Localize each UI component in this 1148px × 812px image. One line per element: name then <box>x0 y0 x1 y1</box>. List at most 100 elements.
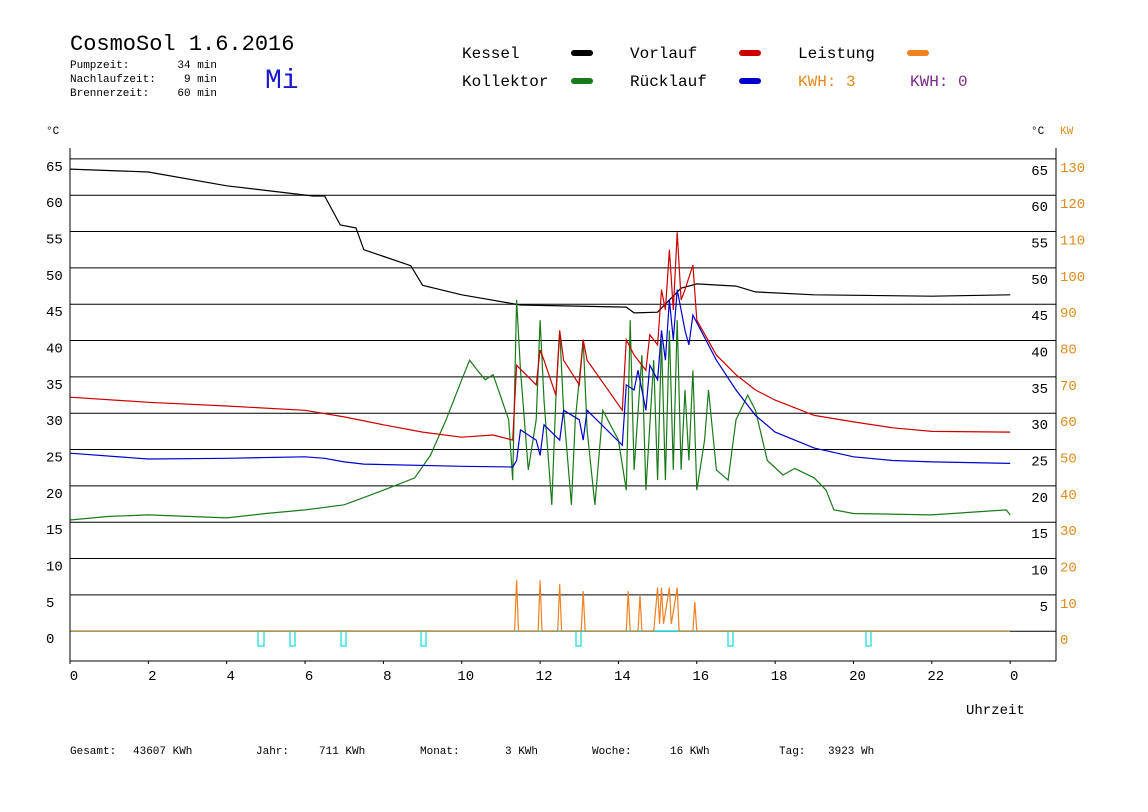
plot <box>69 168 1011 632</box>
y2-tick-label: 90 <box>1060 306 1077 322</box>
y2-tick-label: 0 <box>1060 633 1068 649</box>
y-tick-label: 35 <box>46 378 63 394</box>
footer-value: 43607 KWh <box>133 746 192 758</box>
y2-tick-label: 70 <box>1060 379 1077 395</box>
y2-tick-label: 40 <box>1060 488 1077 504</box>
y-tick-label: 40 <box>46 342 63 358</box>
x-tick-label: 12 <box>536 669 553 685</box>
markers <box>257 630 872 647</box>
legend-label: Leistung <box>798 45 875 63</box>
series-line <box>69 168 1011 314</box>
marker <box>340 630 347 647</box>
y-tick-label: 15 <box>46 523 63 539</box>
y2-tick-label: 20 <box>1060 561 1077 577</box>
y-tick-label-right: 30 <box>1031 418 1048 434</box>
y2-tick-label: 60 <box>1060 415 1077 431</box>
info-value: 9 min <box>184 74 217 86</box>
y-tick-label-right: 35 <box>1031 382 1048 398</box>
y-tick-label: 45 <box>46 305 63 321</box>
y-axis-label: °C <box>46 126 60 138</box>
legend-label: Kollektor <box>462 73 548 91</box>
y-tick-label: 0 <box>46 632 54 648</box>
x-tick-label: 0 <box>1010 669 1018 685</box>
footer-label: Tag: <box>779 746 805 758</box>
y-tick-label-right: 60 <box>1031 200 1048 216</box>
y-tick-label-right: 40 <box>1031 346 1048 362</box>
info-label: Nachlaufzeit: <box>70 74 156 86</box>
y2-tick-label: 10 <box>1060 597 1077 613</box>
series-line <box>69 289 1011 468</box>
marker <box>575 630 582 647</box>
y2-tick-label: 50 <box>1060 452 1077 468</box>
y-tick-label: 25 <box>46 451 63 467</box>
info-label: Pumpzeit: <box>70 60 129 72</box>
x-tick-label: 4 <box>226 669 234 685</box>
legend-note: KWH: 3 <box>798 73 856 91</box>
footer-label: Monat: <box>420 746 460 758</box>
footer-value: 711 KWh <box>319 746 365 758</box>
x-tick-label: 0 <box>70 669 78 685</box>
legend-label: Kessel <box>462 45 520 63</box>
marker <box>865 630 872 647</box>
y-tick-label-right: 20 <box>1031 491 1048 507</box>
y-tick-label-right: 5 <box>1040 600 1048 616</box>
chart-title: CosmoSol 1.6.2016 <box>70 32 294 57</box>
x-tick-label: 20 <box>849 669 866 685</box>
x-tick-label: 16 <box>692 669 709 685</box>
y-tick-label: 65 <box>46 160 63 176</box>
legend-label: Rücklauf <box>630 73 707 91</box>
legend-note: KWH: 0 <box>910 73 968 91</box>
y-tick-label: 30 <box>46 414 63 430</box>
y-tick-label: 10 <box>46 560 63 576</box>
footer-label: Woche: <box>592 746 632 758</box>
footer-value: 3 KWh <box>505 746 538 758</box>
x-tick-label: 2 <box>148 669 156 685</box>
grid <box>70 158 1056 632</box>
y-tick-label: 20 <box>46 487 63 503</box>
y-tick-label: 50 <box>46 269 63 285</box>
x-axis-label: Uhrzeit <box>966 703 1025 719</box>
y-tick-label: 5 <box>46 596 54 612</box>
y-tick-label-right: 45 <box>1031 309 1048 325</box>
footer-value: 3923 Wh <box>828 746 874 758</box>
footer-label: Gesamt: <box>70 746 116 758</box>
legend-label: Vorlauf <box>630 45 697 63</box>
y-tick-label-right: 50 <box>1031 273 1048 289</box>
x-tick-label: 18 <box>771 669 788 685</box>
info-value: 34 min <box>177 60 217 72</box>
series-line <box>70 580 1011 632</box>
y2-tick-label: 120 <box>1060 197 1085 213</box>
marker <box>257 630 265 647</box>
footer-value: 16 KWh <box>670 746 710 758</box>
y-tick-label-right: 15 <box>1031 527 1048 543</box>
x-tick-label: 8 <box>383 669 391 685</box>
marker <box>289 630 296 647</box>
x-tick-label: 10 <box>457 669 474 685</box>
y-tick-label: 55 <box>46 233 63 249</box>
series-line <box>69 299 1011 521</box>
info-value: 60 min <box>177 88 217 100</box>
y-tick-label-right: 65 <box>1031 164 1048 180</box>
x-tick-label: 14 <box>614 669 631 685</box>
y2-tick-label: 80 <box>1060 343 1077 359</box>
y2-tick-label: 100 <box>1060 270 1085 286</box>
y2-tick-label: 110 <box>1060 234 1085 250</box>
y-axis-label-right: °C <box>1031 126 1045 138</box>
y-tick-label: 60 <box>46 196 63 212</box>
footer-label: Jahr: <box>256 746 289 758</box>
x-tick-label: 22 <box>927 669 944 685</box>
weekday: Mi <box>265 66 299 97</box>
y-tick-label-right: 55 <box>1031 237 1048 253</box>
marker <box>727 630 734 647</box>
y-tick-label-right: 25 <box>1031 455 1048 471</box>
x-tick-label: 6 <box>305 669 313 685</box>
y-tick-label-right: 10 <box>1031 564 1048 580</box>
series-line <box>69 232 1011 441</box>
info-label: Brennerzeit: <box>70 88 149 100</box>
y2-axis-label: KW <box>1060 126 1074 138</box>
marker <box>420 630 427 647</box>
y2-tick-label: 130 <box>1060 161 1085 177</box>
y2-tick-label: 30 <box>1060 524 1077 540</box>
